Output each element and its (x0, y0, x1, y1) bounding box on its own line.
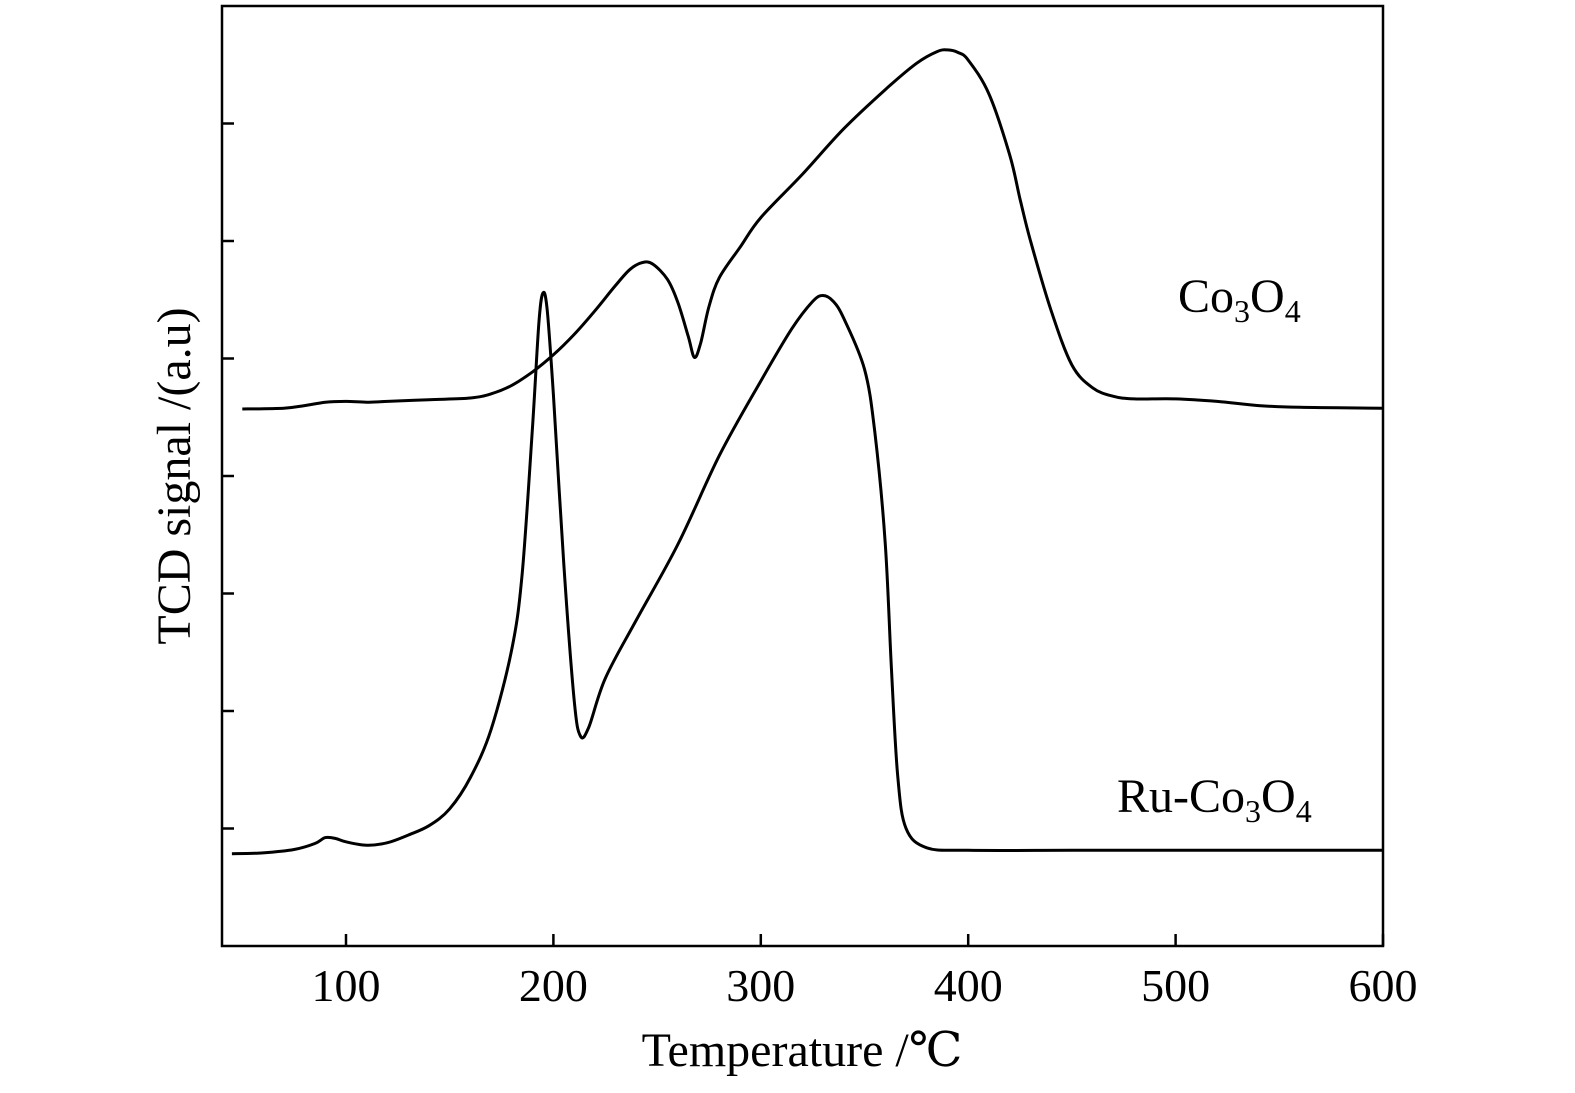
x-tick-label: 500 (1141, 960, 1210, 1011)
series-label-ru-co3o4: Ru-Co3O4 (1117, 770, 1312, 829)
series-labels: Co3O4 Ru-Co3O4 (1117, 270, 1312, 829)
x-axis-title: Temperature /℃ (642, 1024, 963, 1077)
series-line-ru-co3o4 (231, 290, 1383, 856)
y-axis-ticks (222, 122, 234, 830)
series-label-co3o4: Co3O4 (1178, 270, 1301, 329)
series-line-co3o4 (242, 48, 1384, 411)
x-tick-label: 300 (726, 960, 795, 1011)
x-tick-label: 200 (519, 960, 588, 1011)
y-axis-title: TCD signal /(a.u) (148, 307, 201, 644)
x-tick-label: 100 (312, 960, 381, 1011)
x-tick-label: 400 (934, 960, 1003, 1011)
x-axis-ticks: 100 200 300 400 500 600 (312, 934, 1418, 1011)
series-lines (231, 48, 1384, 856)
x-tick-label: 600 (1349, 960, 1418, 1011)
